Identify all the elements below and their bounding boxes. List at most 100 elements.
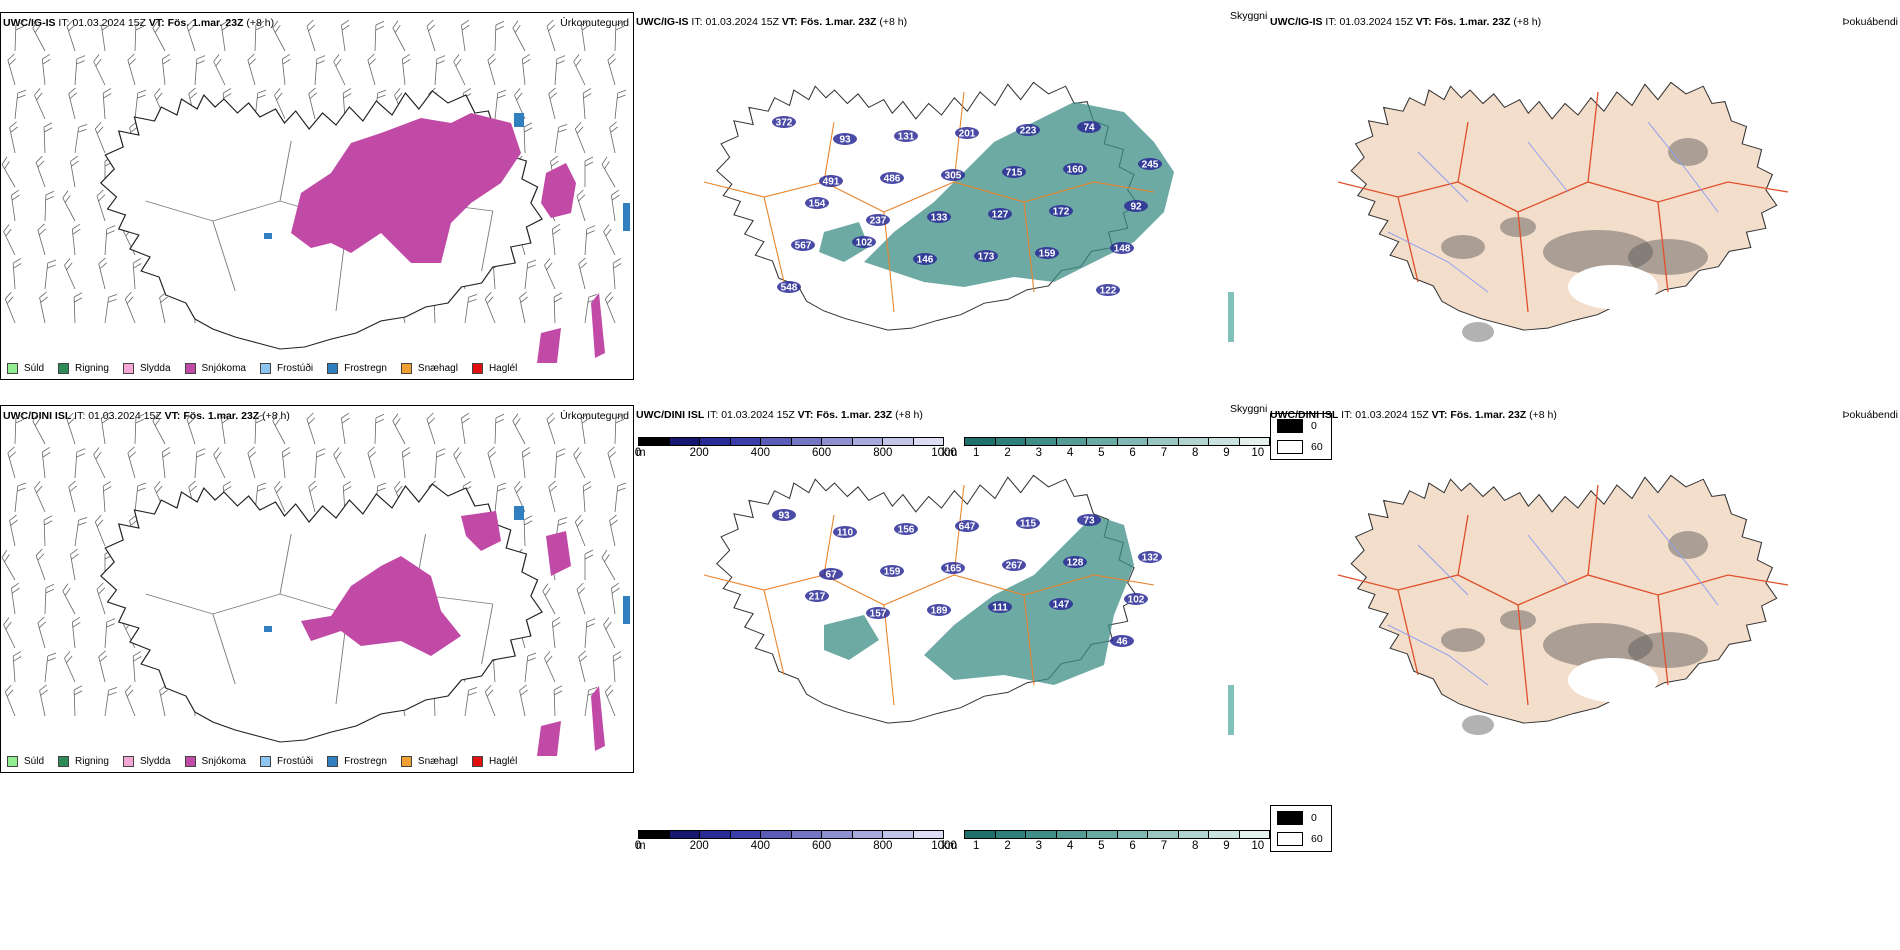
fog-legend-item: 0 bbox=[1277, 419, 1317, 433]
fog-legend-item: 0 bbox=[1277, 811, 1317, 825]
visibility-map: 372 93 131 201 223 74 245 491 486 305 715 160 92 154 2… bbox=[703, 81, 1234, 342]
init-time-label: IT: bbox=[691, 16, 703, 28]
snow-depth-value: 46 bbox=[1116, 637, 1128, 648]
snow-depth-value: 73 bbox=[1083, 516, 1095, 527]
panel-variable: Skyggni bbox=[1230, 403, 1268, 415]
colorbar-segment bbox=[1148, 438, 1179, 445]
snow-depth-marker bbox=[1110, 635, 1134, 647]
snow-depth-value: 159 bbox=[884, 567, 901, 578]
snow-depth-marker bbox=[772, 509, 796, 521]
snow-depth-value: 237 bbox=[870, 216, 887, 227]
sea-visibility-streak bbox=[1228, 685, 1234, 735]
snow-depth-marker bbox=[819, 568, 843, 580]
snow-depth-marker bbox=[1049, 598, 1073, 610]
colorbar-tick: 6 bbox=[1129, 447, 1136, 459]
colorbar-tick: 9 bbox=[1223, 840, 1230, 852]
snow-depth-marker bbox=[772, 116, 796, 128]
colorbar-unit: m bbox=[636, 840, 646, 852]
snow-depth-value: 189 bbox=[931, 606, 948, 617]
legend-label: Frostregn bbox=[344, 756, 387, 767]
snow-depth-marker bbox=[880, 565, 904, 577]
legend-label: Frostúði bbox=[276, 363, 314, 374]
snow-depth-marker bbox=[833, 526, 857, 538]
snow-depth-colorbar: 0 200 400 600 800 1000 m bbox=[634, 437, 957, 463]
legend-item: Snjókoma bbox=[184, 756, 246, 767]
colorbar-tick: 5 bbox=[1098, 840, 1105, 852]
snow-depth-labels: 372 93 131 201 223 74 245 491 486 305 715 160 92 154 2… bbox=[772, 116, 1162, 297]
panel-title: UWC/DINI ISL IT: 01.03.2024 15Z VT: Fös.… bbox=[3, 410, 290, 422]
fog-index-panel: UWC/IG-IS IT: 01.03.2024 15Z VT: Fös. 1.… bbox=[1268, 12, 1900, 387]
legend-label: Frostregn bbox=[344, 363, 387, 374]
legend-swatch bbox=[7, 756, 18, 767]
visibility-panel: UWC/IG-IS IT: 01.03.2024 15Z VT: Fös. 1.… bbox=[634, 10, 1332, 460]
snow-depth-marker bbox=[833, 133, 857, 145]
fog-legend-swatch bbox=[1277, 832, 1303, 846]
colorbar-segment bbox=[700, 831, 731, 838]
snow-depth-value: 491 bbox=[823, 177, 840, 188]
snow-depth-marker bbox=[1077, 514, 1101, 526]
fog-index-panel: UWC/DINI ISL IT: 01.03.2024 15Z VT: Fös.… bbox=[1268, 405, 1900, 780]
valid-time: Fös. 1.mar. 23Z bbox=[183, 410, 260, 422]
snow-depth-value: 67 bbox=[825, 570, 837, 581]
snow-depth-value: 217 bbox=[809, 592, 826, 603]
snow-depth-value: 74 bbox=[1083, 123, 1095, 134]
panel-variable: Úrkomutegund bbox=[560, 410, 629, 422]
colorbar-tick: 0 bbox=[634, 447, 642, 459]
colorbar-segment bbox=[852, 438, 883, 445]
colorbar-tick: 600 bbox=[812, 447, 832, 459]
legend-item: Snæhagl bbox=[400, 756, 458, 767]
precip-map bbox=[1, 412, 630, 756]
snow-depth-value: 92 bbox=[1130, 202, 1142, 213]
colorbar-tick: 7 bbox=[1160, 447, 1168, 459]
snow-depth-marker bbox=[1063, 163, 1087, 175]
legend-item: Frostregn bbox=[327, 756, 387, 767]
fog-legend-label: 60 bbox=[1311, 833, 1323, 845]
colorbar-tick: 5 bbox=[1098, 447, 1105, 459]
model-name: UWC/IG-IS bbox=[636, 16, 689, 28]
snow-depth-marker bbox=[1110, 242, 1134, 254]
fog-index-shading bbox=[1441, 531, 1708, 735]
legend-swatch bbox=[327, 756, 339, 767]
river-network bbox=[1387, 121, 1719, 293]
colorbar-segment bbox=[995, 438, 1026, 445]
iceland-outline bbox=[1350, 474, 1778, 724]
snow-depth-value: 165 bbox=[945, 564, 962, 575]
colorbar-tick: 8 bbox=[1191, 447, 1199, 459]
lead-time: (+8 h) bbox=[895, 409, 923, 421]
legend-swatch bbox=[400, 756, 412, 767]
legend-label: Snæhagl bbox=[417, 756, 458, 767]
snow-depth-value: 132 bbox=[1142, 553, 1159, 564]
colorbar-tick: 2 bbox=[1004, 840, 1011, 852]
valid-time-label: VT: bbox=[1415, 16, 1432, 28]
colorbar-segment bbox=[1056, 438, 1087, 445]
colorbar-tick: 3 bbox=[1035, 447, 1042, 459]
legend-label: Slydda bbox=[139, 363, 171, 374]
colorbar-segment bbox=[1087, 831, 1118, 838]
snow-depth-marker bbox=[941, 562, 965, 574]
colorbar-segment bbox=[1087, 438, 1118, 445]
colorbar-tick: 6 bbox=[1129, 840, 1136, 852]
snow-depth-marker bbox=[927, 211, 951, 223]
colorbar-segment bbox=[639, 438, 670, 445]
snow-depth-value: 715 bbox=[1006, 168, 1023, 179]
legend-label: Rigning bbox=[75, 363, 109, 374]
colorbar-segment bbox=[730, 831, 761, 838]
fog-legend-item: 60 bbox=[1277, 440, 1323, 454]
model-name: UWC/IG-IS bbox=[1270, 16, 1323, 28]
init-time: 01.03.2024 15Z bbox=[72, 17, 146, 29]
snow-depth-marker bbox=[988, 208, 1012, 220]
legend-swatch bbox=[471, 363, 483, 374]
snow-depth-value: 567 bbox=[795, 241, 812, 252]
model-name: UWC/DINI ISL bbox=[3, 410, 72, 422]
colorbar-segment bbox=[965, 438, 996, 445]
init-time-label: IT: bbox=[74, 410, 86, 422]
init-time: 01.03.2024 15Z bbox=[88, 410, 162, 422]
panel-title: UWC/DINI ISL IT: 01.03.2024 15Z VT: Fös.… bbox=[636, 409, 923, 421]
iceland-outline bbox=[99, 483, 543, 743]
fog-legend-swatch bbox=[1277, 440, 1303, 454]
snow-depth-marker bbox=[927, 604, 951, 616]
legend-item: Slydda bbox=[122, 363, 171, 374]
snow-depth-value: 223 bbox=[1020, 126, 1037, 137]
snow-depth-value: 173 bbox=[978, 252, 995, 263]
colorbar-segment bbox=[1178, 438, 1209, 445]
